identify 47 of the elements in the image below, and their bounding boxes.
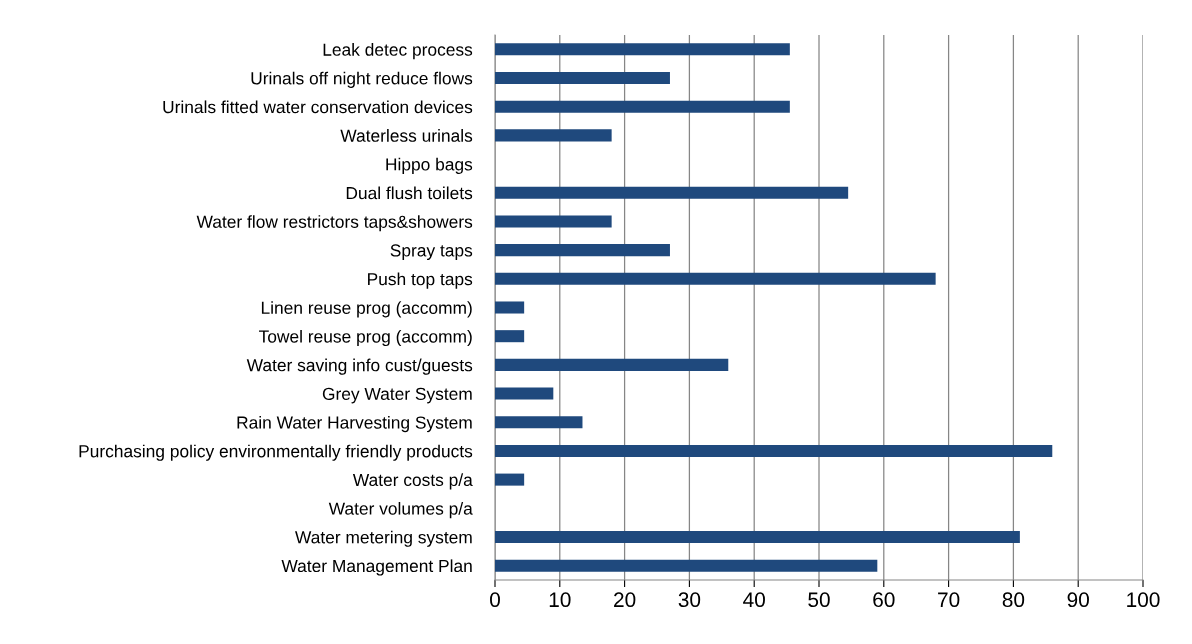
bar xyxy=(495,330,525,343)
bar xyxy=(495,100,790,113)
bar xyxy=(495,416,583,429)
x-tick-label: 50 xyxy=(808,592,830,608)
bar xyxy=(495,272,936,285)
bar xyxy=(495,215,612,228)
bar xyxy=(495,358,729,371)
bar xyxy=(495,301,525,314)
y-tick-label: Rain Water Harvesting System xyxy=(237,415,472,433)
y-tick-label: Dual flush toilets xyxy=(346,186,473,200)
bar xyxy=(495,530,1020,543)
y-tick-label: Water metering system xyxy=(295,530,472,547)
x-tick-label: 90 xyxy=(1067,592,1089,608)
y-tick-label: Water Management Plan xyxy=(281,559,472,576)
bar xyxy=(495,473,525,486)
y-tick-label: Towel reuse prog (accomm) xyxy=(259,329,472,347)
bar xyxy=(495,43,790,56)
x-tick-label: 40 xyxy=(743,592,765,608)
y-tick-label: Water volumes p/a xyxy=(328,502,473,519)
y-tick-label: Push top taps xyxy=(368,272,473,289)
bar xyxy=(495,444,1053,457)
y-tick-label: Water saving info cust/guests xyxy=(246,358,473,375)
x-tick-label: 80 xyxy=(1002,592,1025,608)
x-tick-label: 100 xyxy=(1127,592,1160,608)
y-tick-label: Linen reuse prog (accomm) xyxy=(261,301,472,318)
y-tick-label: Spray taps xyxy=(390,244,473,261)
x-tick-label: 10 xyxy=(549,592,571,608)
x-tick-label: 30 xyxy=(678,592,701,608)
y-tick-label: Water costs p/a xyxy=(352,473,473,490)
x-tick-label: 20 xyxy=(614,592,636,608)
y-tick-label: Grey Water System xyxy=(322,387,472,404)
bar xyxy=(495,72,670,85)
y-tick-label: Water flow restrictors taps&showers xyxy=(196,215,473,232)
y-tick-label: Waterless urinals xyxy=(340,129,473,142)
bar xyxy=(495,129,612,142)
y-tick-label: Urinals off night reduce flows xyxy=(251,71,473,88)
x-tick-label: 0 xyxy=(490,592,500,608)
bar xyxy=(495,559,878,572)
x-tick-label: 70 xyxy=(938,592,960,608)
y-tick-label: Leak detec process xyxy=(323,43,473,60)
bar xyxy=(495,387,554,400)
y-tick-label: Urinals fitted water conservation devices xyxy=(163,100,473,114)
bar xyxy=(495,244,670,257)
y-tick-label: Hippo bags xyxy=(386,157,473,174)
y-tick-label: Purchasing policy environmentally friendly products xyxy=(79,444,473,461)
x-tick-label: 60 xyxy=(873,592,895,608)
bar xyxy=(495,186,849,199)
